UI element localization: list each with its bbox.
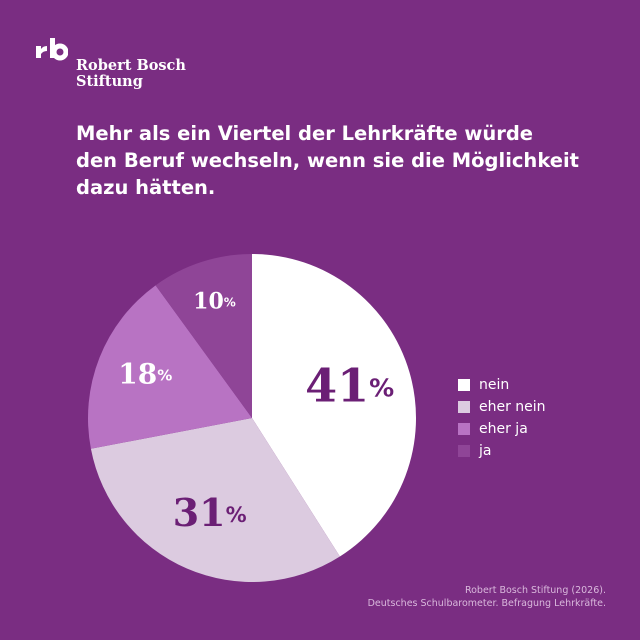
source-note: Robert Bosch Stiftung (2026). Deutsches … (368, 584, 606, 610)
chart-legend: nein eher nein eher ja ja (458, 374, 546, 462)
legend-item-ja: ja (458, 440, 546, 462)
legend-swatch-ja (458, 445, 470, 457)
legend-swatch-eher-nein (458, 401, 470, 413)
source-line-1: Robert Bosch Stiftung (2026). (464, 585, 606, 596)
legend-item-eher-ja: eher ja (458, 418, 546, 440)
brand-line-1: Robert Bosch (76, 57, 186, 74)
legend-label-ja: ja (479, 443, 492, 459)
brand-line-2: Stiftung (76, 73, 143, 90)
chart-title-line-1: Mehr als ein Viertel der Lehrkräfte würd… (76, 122, 534, 145)
legend-item-nein: nein (458, 374, 546, 396)
legend-item-eher-nein: eher nein (458, 396, 546, 418)
chart-title-line-2: den Beruf wechseln, wenn sie die Möglich… (76, 149, 579, 172)
data-label-nein: 41% (305, 359, 394, 413)
legend-label-nein: nein (479, 377, 510, 393)
legend-swatch-nein (458, 379, 470, 391)
data-label-ja: 10% (193, 289, 236, 315)
rb-logo-icon (36, 38, 68, 61)
pie-slice-ja (155, 254, 252, 418)
chart-title-line-3: dazu hätten. (76, 176, 216, 199)
data-label-eher-nein: 31% (173, 489, 247, 534)
source-line-2: Deutsches Schulbarometer. Befragung Lehr… (367, 598, 606, 609)
data-label-eher-ja: 18% (118, 357, 172, 390)
pie-slice-eher-ja (88, 285, 253, 449)
brand-name: Robert Bosch Stiftung (76, 58, 186, 90)
legend-swatch-eher-ja (458, 423, 470, 435)
legend-label-eher-nein: eher nein (479, 399, 546, 415)
pie-slice-nein (252, 254, 416, 557)
pie-slice-eher-nein (90, 418, 340, 583)
chart-title: Mehr als ein Viertel der Lehrkräfte würd… (76, 120, 596, 201)
legend-label-eher-ja: eher ja (479, 421, 528, 437)
